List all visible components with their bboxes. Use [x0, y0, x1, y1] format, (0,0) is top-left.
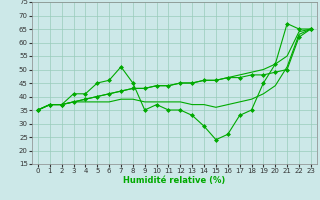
X-axis label: Humidité relative (%): Humidité relative (%): [123, 176, 226, 185]
